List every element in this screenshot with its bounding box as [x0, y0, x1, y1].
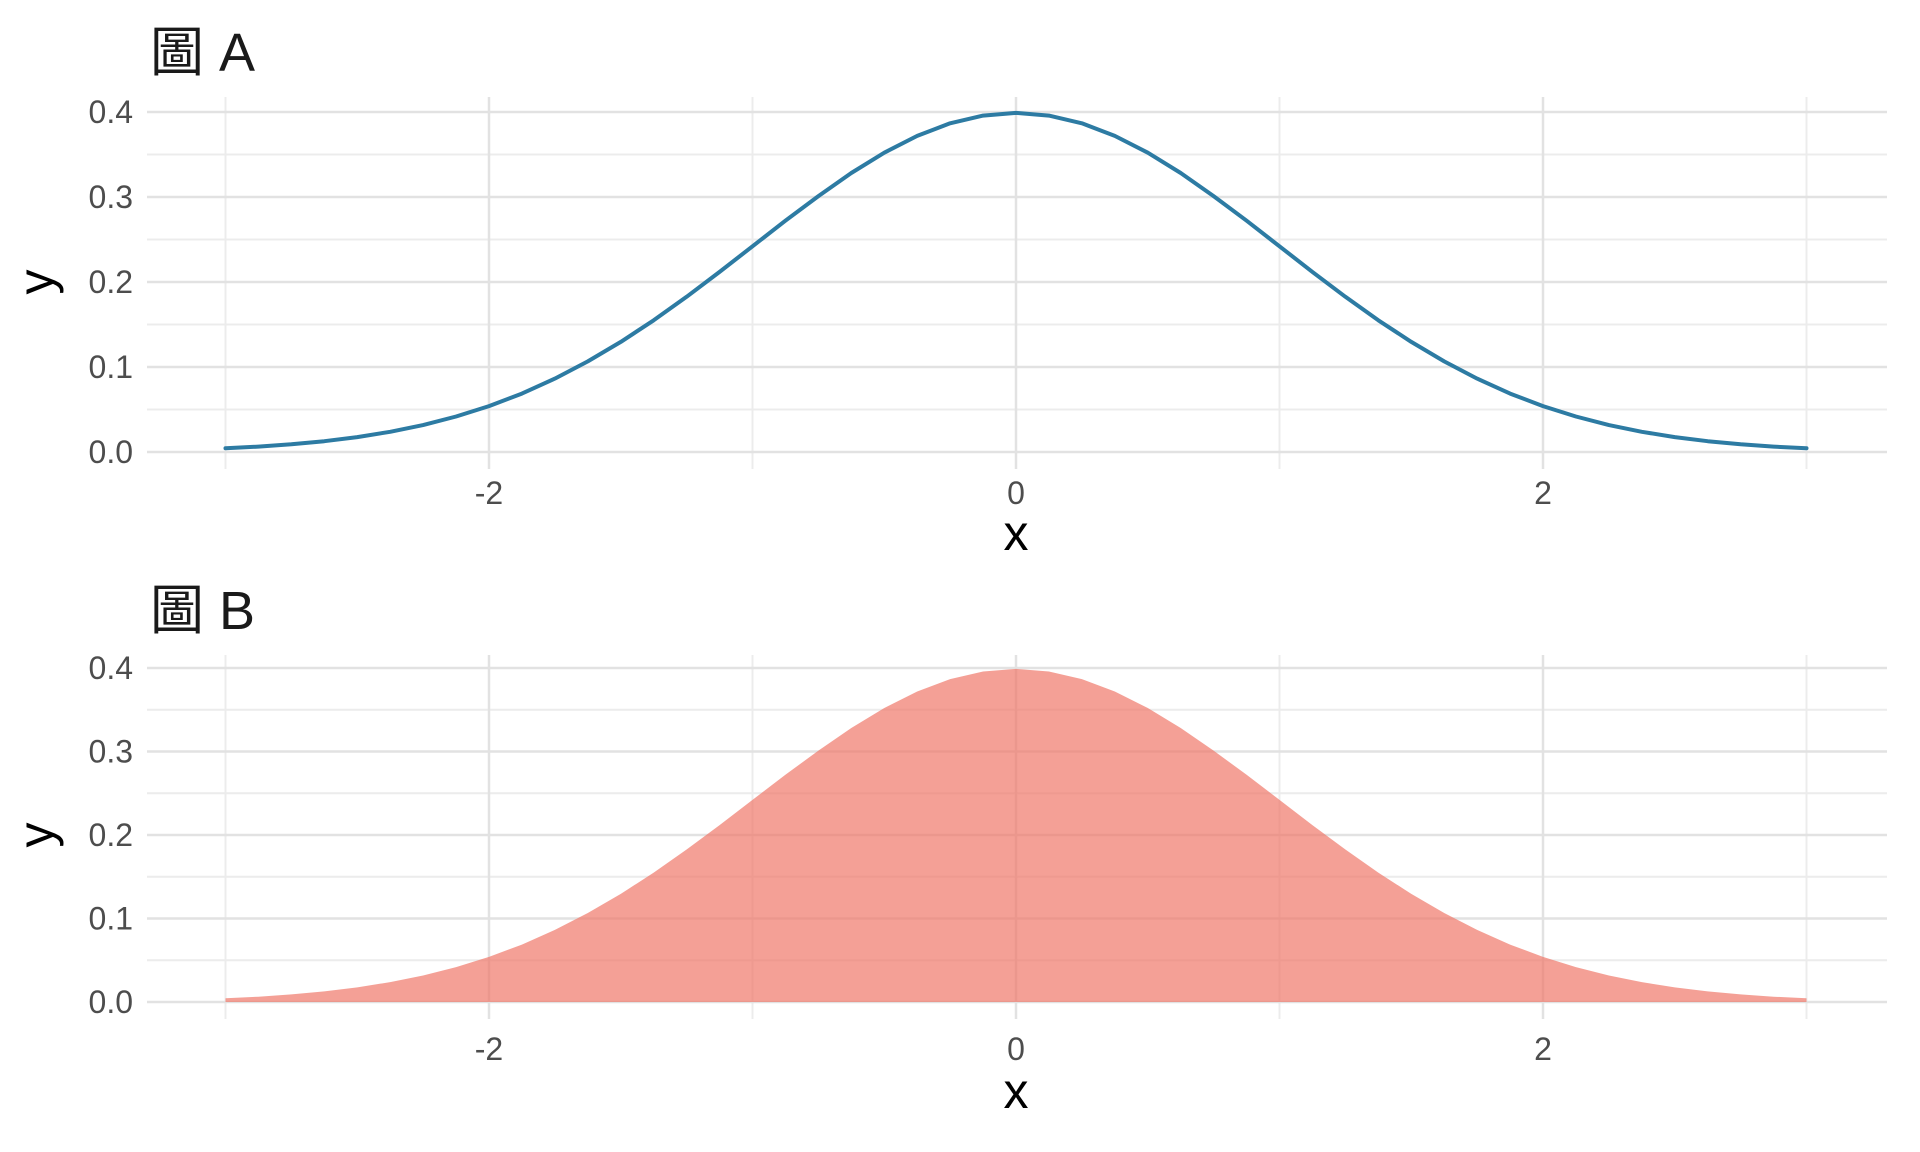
- x-axis-title: x: [1004, 1063, 1029, 1119]
- x-axis-title: x: [1004, 505, 1029, 561]
- x-tick-label: -2: [475, 1031, 503, 1067]
- y-tick-label: 0.1: [89, 349, 133, 385]
- y-tick-label: 0.4: [89, 650, 133, 686]
- y-tick-label: 0.2: [89, 264, 133, 300]
- y-axis-title: y: [8, 823, 64, 848]
- density-curve: [223, 110, 1809, 451]
- chart-b: -2 0 2 0.0 0.1 0.2 0.3 0.4 x y 圖 B: [8, 581, 1887, 1119]
- y-tick-label: 0.0: [89, 434, 133, 470]
- y-tick-label: 0.1: [89, 901, 133, 937]
- x-tick-label: -2: [475, 475, 503, 511]
- y-tick-label: 0.3: [89, 734, 133, 770]
- x-tick-label: 2: [1534, 1031, 1552, 1067]
- density-area: [225, 668, 1807, 1002]
- y-tick-label: 0.0: [89, 984, 133, 1020]
- y-tick-label: 0.2: [89, 817, 133, 853]
- chart-a: -2 0 2 0.0 0.1 0.2 0.3 0.4 x y 圖 A: [8, 23, 1887, 561]
- x-tick-label: 0: [1007, 475, 1025, 511]
- y-tick-label: 0.4: [89, 94, 133, 130]
- y-tick-label: 0.3: [89, 179, 133, 215]
- y-axis-title: y: [8, 270, 64, 295]
- facet-title-b: 圖 B: [150, 581, 255, 641]
- x-tick-label: 0: [1007, 1031, 1025, 1067]
- x-tick-label: 2: [1534, 475, 1552, 511]
- facet-title-a: 圖 A: [150, 23, 255, 83]
